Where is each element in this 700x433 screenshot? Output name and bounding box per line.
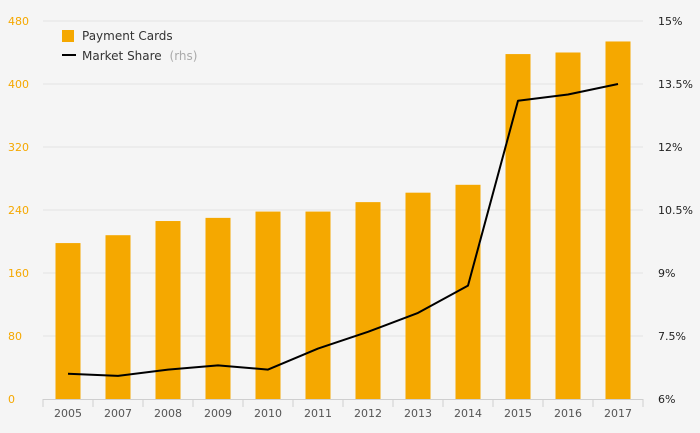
bar-payment-cards-2014 <box>455 184 481 399</box>
gridlines <box>43 20 643 337</box>
x-tick-label: 2017 <box>604 407 632 420</box>
legend-note-rhs: (rhs) <box>170 49 198 63</box>
y-right-tick-label: 9% <box>658 267 675 280</box>
x-tick-label: 2007 <box>104 407 132 420</box>
bar-payment-cards-2017 <box>605 41 631 399</box>
bar-payment-cards-2008 <box>155 221 181 399</box>
y-left-tick-label: 400 <box>8 78 29 91</box>
y-right-tick-label: 13.5% <box>658 78 693 91</box>
bar-payment-cards-2016 <box>555 52 581 399</box>
x-tick-label: 2011 <box>304 407 332 420</box>
x-tick-label: 2013 <box>404 407 432 420</box>
x-tick-label: 2005 <box>54 407 82 420</box>
bar-payment-cards-2007 <box>105 235 131 399</box>
y-axis-left: 0 80 160 240 320 400 480 <box>8 15 29 406</box>
x-axis: 2005 2007 2008 2009 2010 2011 2012 2013 2014 2015… <box>42 399 644 420</box>
y-left-tick-label: 160 <box>8 267 29 280</box>
legend-label-market-share: Market Share <box>82 49 162 63</box>
y-axis-right: 6% 7.5% 9% 10.5% 12% 13.5% 15% <box>658 15 693 406</box>
x-tick-label: 2010 <box>254 407 282 420</box>
line-series-market-share <box>67 83 619 377</box>
bar-payment-cards-2011 <box>305 211 331 399</box>
y-right-tick-label: 12% <box>658 141 682 154</box>
y-right-tick-label: 6% <box>658 393 675 406</box>
bar-payment-cards-2005 <box>55 243 81 399</box>
y-left-tick-label: 480 <box>8 15 29 28</box>
x-tick-label: 2015 <box>504 407 532 420</box>
x-tick-label: 2012 <box>354 407 382 420</box>
bar-payment-cards-2010 <box>255 211 281 399</box>
bar-series-payment-cards <box>55 41 631 399</box>
y-left-tick-label: 320 <box>8 141 29 154</box>
x-tick-label: 2009 <box>204 407 232 420</box>
bar-payment-cards-2013 <box>405 192 431 399</box>
y-right-tick-label: 15% <box>658 15 682 28</box>
y-left-tick-label: 240 <box>8 204 29 217</box>
y-right-tick-label: 7.5% <box>658 330 686 343</box>
x-tick-label: 2016 <box>554 407 582 420</box>
legend: Payment Cards Market Share (rhs) <box>62 29 197 63</box>
bar-payment-cards-2015 <box>505 54 531 399</box>
line-market-share <box>67 83 619 377</box>
legend-label-payment-cards: Payment Cards <box>82 29 173 43</box>
y-left-tick-label: 80 <box>8 330 22 343</box>
legend-swatch-payment-cards <box>62 30 74 42</box>
bar-payment-cards-2009 <box>205 217 231 399</box>
bar-payment-cards-2012 <box>355 202 381 399</box>
x-tick-label: 2008 <box>154 407 182 420</box>
y-right-tick-label: 10.5% <box>658 204 693 217</box>
svg-text:Market Share (rhs): Market Share (rhs) <box>82 49 197 63</box>
x-tick-label: 2014 <box>454 407 482 420</box>
y-left-tick-label: 0 <box>8 393 15 406</box>
